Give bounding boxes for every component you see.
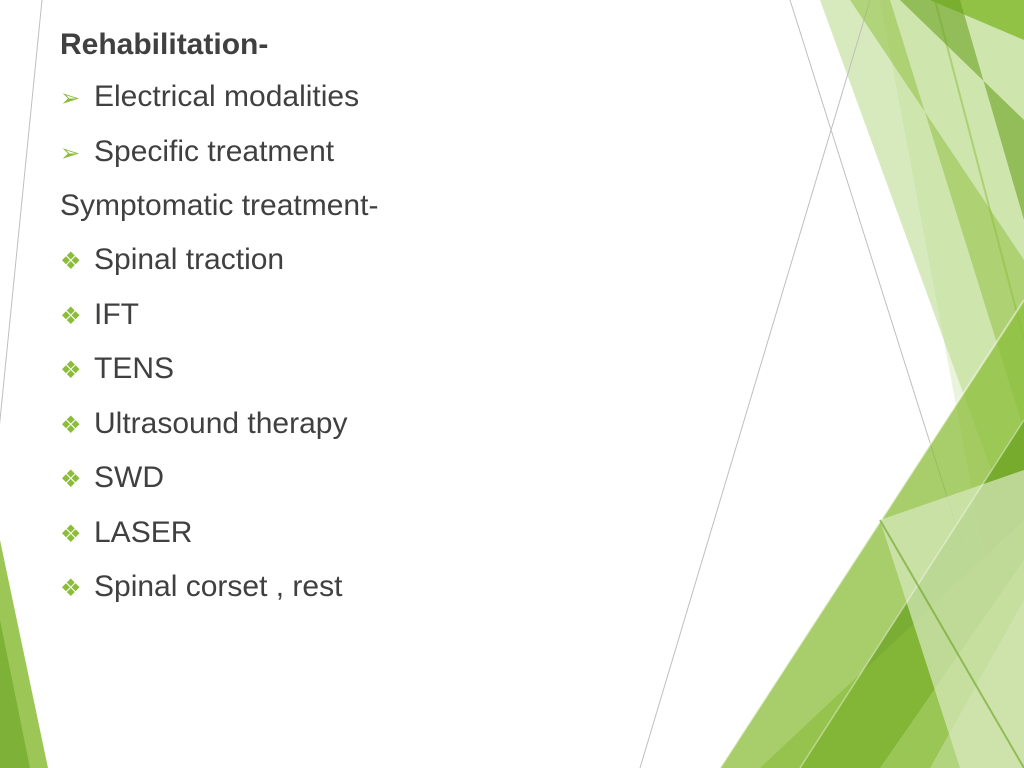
- bullet-text: Specific treatment: [94, 135, 334, 170]
- diamond-bullet-icon: ❖: [60, 466, 94, 494]
- bullet-item-ultrasound: ❖ Ultrasound therapy: [60, 407, 760, 442]
- bullet-item-swd: ❖ SWD: [60, 461, 760, 496]
- bullet-text: IFT: [94, 298, 139, 333]
- diamond-bullet-icon: ❖: [60, 357, 94, 385]
- bullet-item-ift: ❖ IFT: [60, 298, 760, 333]
- slide: Rehabilitation- ➢ Electrical modalities …: [0, 0, 1024, 768]
- diamond-bullet-icon: ❖: [60, 575, 94, 603]
- arrow-bullet-icon: ➢: [60, 85, 94, 113]
- bullet-text: Spinal corset , rest: [94, 570, 342, 605]
- bullet-item-specific-treatment: ➢ Specific treatment: [60, 135, 760, 170]
- diamond-bullet-icon: ❖: [60, 303, 94, 331]
- bullet-item-spinal-corset: ❖ Spinal corset , rest: [60, 570, 760, 605]
- bullet-text: SWD: [94, 461, 164, 496]
- bullet-text: LASER: [94, 516, 192, 551]
- bullet-text: TENS: [94, 352, 174, 387]
- diamond-bullet-icon: ❖: [60, 248, 94, 276]
- bullet-item-tens: ❖ TENS: [60, 352, 760, 387]
- bullet-text: Electrical modalities: [94, 80, 359, 115]
- subheading: Symptomatic treatment-: [60, 189, 760, 223]
- arrow-bullet-icon: ➢: [60, 140, 94, 168]
- slide-heading: Rehabilitation-: [60, 28, 760, 62]
- bullet-item-electrical-modalities: ➢ Electrical modalities: [60, 80, 760, 115]
- diamond-bullet-icon: ❖: [60, 521, 94, 549]
- slide-content: Rehabilitation- ➢ Electrical modalities …: [60, 28, 760, 625]
- bullet-item-laser: ❖ LASER: [60, 516, 760, 551]
- bullet-item-spinal-traction: ❖ Spinal traction: [60, 243, 760, 278]
- bullet-text: Spinal traction: [94, 243, 284, 278]
- bullet-text: Ultrasound therapy: [94, 407, 347, 442]
- diamond-bullet-icon: ❖: [60, 412, 94, 440]
